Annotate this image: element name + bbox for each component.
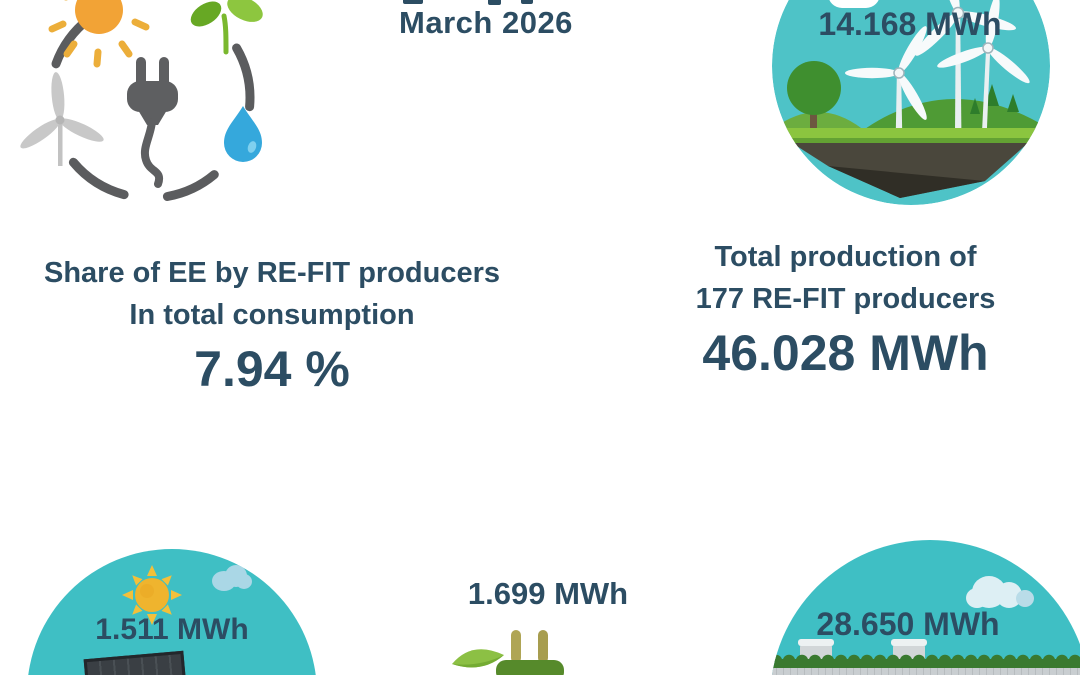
- hydro-dam-icon: [770, 659, 1080, 669]
- share-block: Share of EE by RE-FIT producers In total…: [22, 252, 522, 397]
- dam-vegetation: [770, 652, 1080, 662]
- period-title: March 2026: [399, 5, 573, 40]
- wind-turbine-icon: [20, 72, 104, 166]
- wind-turbines-icon: [845, 0, 1030, 132]
- share-line1: Share of EE by RE-FIT producers: [43, 257, 501, 289]
- total-line1: Total production of: [714, 241, 977, 273]
- sun-icon: [122, 565, 182, 625]
- island-earth: [792, 143, 1028, 198]
- plug-production-value: 1.699 MWh: [467, 576, 629, 611]
- green-plug-leaf-icon: [452, 630, 564, 675]
- share-line2: In total consumption: [129, 299, 415, 332]
- power-plug-icon: [127, 57, 178, 188]
- water-drop-icon: [224, 106, 262, 162]
- wind-production-value: 14.168 MWh: [818, 6, 1002, 42]
- cloud-icon: [966, 574, 1046, 614]
- plant-sprout-icon: [190, 0, 263, 55]
- dam-wall: [770, 668, 1080, 675]
- hydro-production-value: 28.650 MWh: [816, 606, 1000, 642]
- total-value: 46.028 MWh: [702, 325, 989, 382]
- sun-icon: [48, 0, 150, 68]
- total-block: Total production of 177 RE-FIT producers…: [688, 236, 1003, 381]
- solar-panel-icon: [83, 650, 187, 675]
- renewable-energy-icon: [20, 0, 263, 201]
- pine-trees-icon: [970, 84, 1019, 114]
- share-value: 7.94 %: [194, 341, 350, 398]
- cloud-icon: [212, 565, 252, 591]
- wind-island-bubble: [772, 0, 1050, 205]
- total-line2: 177 RE-FIT producers: [695, 283, 996, 316]
- hydro-bubble: 28.650 MWh: [770, 540, 1080, 675]
- solar-bubble: 1.511 MWh: [27, 549, 317, 675]
- solar-production-value: 1.511 MWh: [95, 613, 249, 646]
- tree-icon: [787, 61, 841, 140]
